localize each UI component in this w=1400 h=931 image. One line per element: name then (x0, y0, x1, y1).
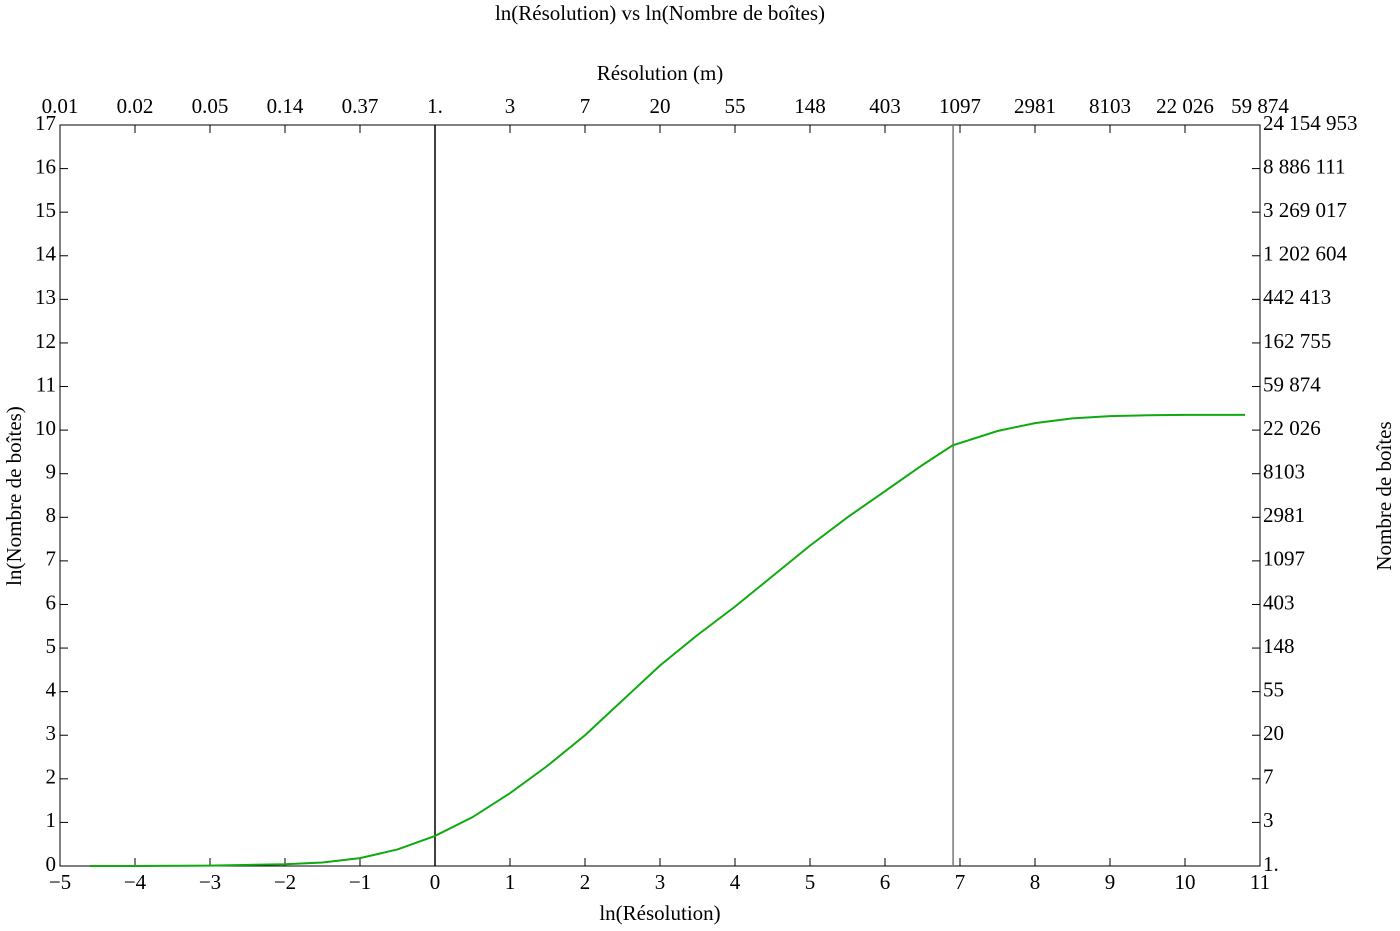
x-tick-label: −1 (349, 870, 371, 894)
x-tick-label: −4 (124, 870, 147, 894)
y-tick-label: 10 (35, 416, 56, 440)
x-tick-label: 8 (1030, 870, 1041, 894)
x2-tick-label: 0.14 (267, 94, 304, 118)
y2-tick-label: 3 (1263, 808, 1274, 832)
y2-tick-label: 55 (1263, 677, 1284, 701)
y2-tick-label: 442 413 (1263, 285, 1331, 309)
y2-tick-label: 1 202 604 (1263, 242, 1348, 266)
y-tick-label: 5 (46, 634, 57, 658)
x2-tick-label: 0.37 (342, 94, 379, 118)
x2-tick-label: 8103 (1089, 94, 1131, 118)
x2-tick-label: 403 (869, 94, 901, 118)
y-tick-label: 17 (35, 111, 56, 135)
y-tick-label: 1 (46, 808, 57, 832)
y2-tick-label: 24 154 953 (1263, 111, 1358, 135)
data-line (90, 413, 1245, 867)
y-tick-label: 14 (35, 242, 57, 266)
y-tick-label: 15 (35, 198, 56, 222)
x2-tick-label: 22 026 (1156, 94, 1214, 118)
x-tick-label: −2 (274, 870, 296, 894)
y2-tick-label: 7 (1263, 765, 1274, 789)
x2-tick-label: 148 (794, 94, 826, 118)
y-tick-label: 6 (46, 590, 57, 614)
x2-tick-label: 1097 (939, 94, 981, 118)
x2-axis-label: Résolution (m) (597, 61, 724, 85)
y-tick-label: 9 (46, 460, 57, 484)
x-tick-label: 11 (1250, 870, 1270, 894)
x-tick-label: 6 (880, 870, 891, 894)
x2-tick-label: 20 (650, 94, 671, 118)
y2-tick-label: 3 269 017 (1263, 198, 1347, 222)
x2-tick-label: 0.01 (42, 94, 79, 118)
y2-tick-label: 2981 (1263, 503, 1305, 527)
y-tick-label: 12 (35, 329, 56, 353)
x2-tick-label: 3 (505, 94, 516, 118)
y-tick-label: 4 (46, 677, 57, 701)
x-tick-label: 5 (805, 870, 816, 894)
x2-tick-label: 59 874 (1231, 94, 1289, 118)
y2-tick-label: 162 755 (1263, 329, 1331, 353)
x-tick-label: 1 (505, 870, 516, 894)
x-tick-label: 3 (655, 870, 666, 894)
y2-tick-label: 22 026 (1263, 416, 1321, 440)
y2-tick-label: 8103 (1263, 460, 1305, 484)
x2-tick-label: 55 (725, 94, 746, 118)
y2-tick-label: 1. (1263, 852, 1279, 876)
y-tick-label: 11 (36, 372, 56, 396)
x-tick-label: 10 (1175, 870, 1196, 894)
y2-tick-label: 20 (1263, 721, 1284, 745)
y-tick-label: 2 (46, 765, 57, 789)
x-tick-label: −5 (49, 870, 71, 894)
y-tick-label: 7 (46, 547, 57, 571)
x-tick-label: 0 (430, 870, 441, 894)
x2-tick-label: 1. (427, 94, 443, 118)
y2-tick-label: 59 874 (1263, 372, 1321, 396)
y-tick-label: 13 (35, 285, 56, 309)
x-axis-label: ln(Résolution) (599, 901, 720, 925)
plot-frame (59, 124, 1261, 867)
y-tick-label: 16 (35, 154, 56, 178)
chart-title: ln(Résolution) vs ln(Nombre de boîtes) (495, 1, 825, 25)
y-axis-label: ln(Nombre de boîtes) (2, 406, 26, 586)
x-tick-label: 9 (1105, 870, 1116, 894)
y-tick-label: 3 (46, 721, 57, 745)
x2-tick-label: 2981 (1014, 94, 1056, 118)
y2-tick-label: 1097 (1263, 547, 1305, 571)
x-tick-label: 7 (955, 870, 966, 894)
x2-tick-label: 0.05 (192, 94, 229, 118)
y2-tick-label: 403 (1263, 590, 1295, 614)
y2-tick-label: 148 (1263, 634, 1295, 658)
x-tick-label: −3 (199, 870, 221, 894)
y2-axis-label: Nombre de boîtes (1372, 421, 1396, 570)
y-tick-label: 8 (46, 503, 57, 527)
x2-tick-label: 7 (580, 94, 591, 118)
x-tick-label: 2 (580, 870, 591, 894)
y-tick-label: 0 (46, 852, 57, 876)
x2-tick-label: 0.02 (117, 94, 154, 118)
x-tick-label: 4 (730, 870, 741, 894)
y2-tick-label: 8 886 111 (1263, 154, 1345, 178)
